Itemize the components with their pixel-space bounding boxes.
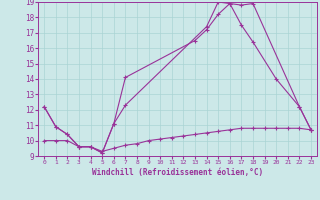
- X-axis label: Windchill (Refroidissement éolien,°C): Windchill (Refroidissement éolien,°C): [92, 168, 263, 177]
